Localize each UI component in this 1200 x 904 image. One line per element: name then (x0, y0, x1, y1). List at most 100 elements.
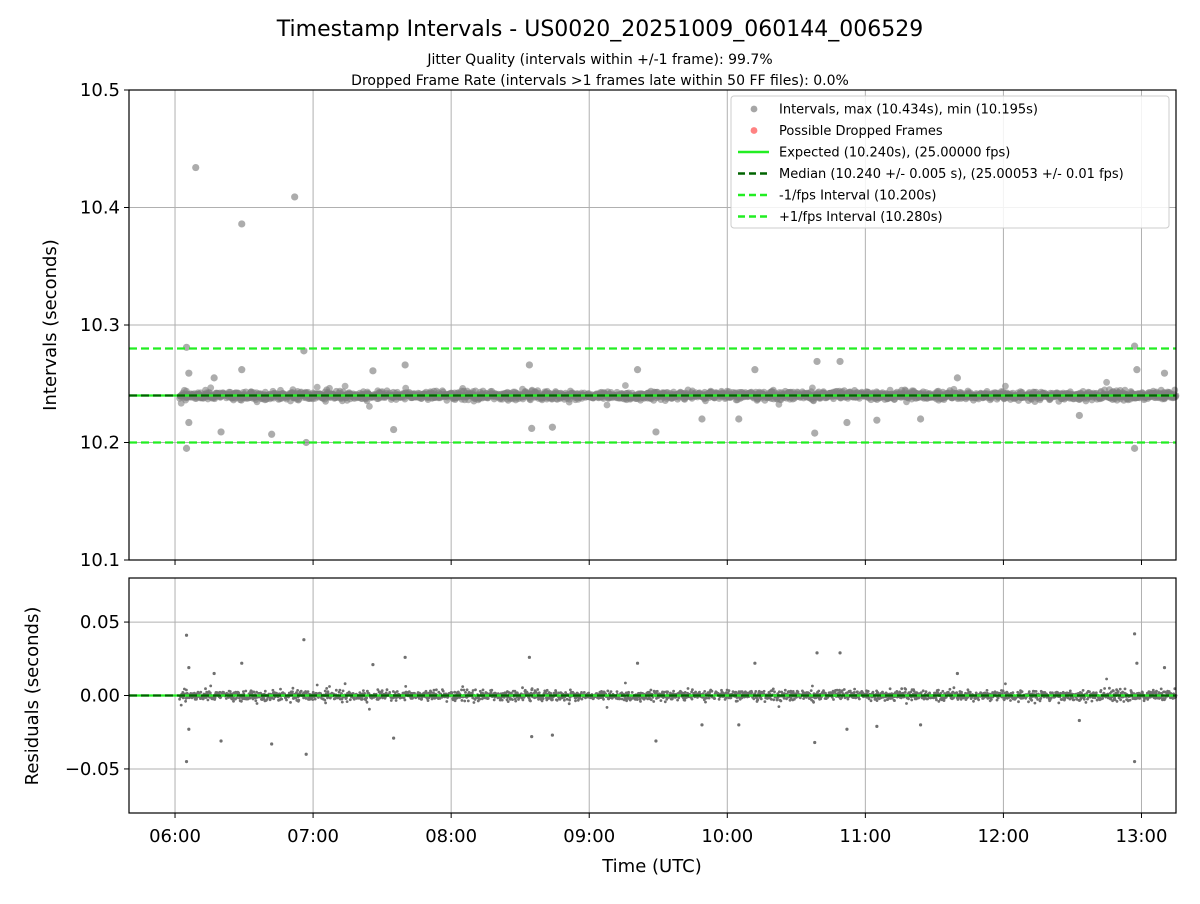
residual-point (972, 700, 975, 703)
residual-point (229, 690, 232, 693)
residual-point (687, 687, 690, 690)
residual-point (568, 702, 571, 705)
residual-point (178, 698, 181, 701)
residual-point (1119, 688, 1122, 691)
residual-point (986, 689, 989, 692)
residual-point (1027, 700, 1030, 703)
residual-point (307, 690, 310, 693)
residual-point (836, 689, 839, 692)
y-tick-label: 10.4 (80, 198, 120, 219)
residual-point (990, 698, 993, 701)
residual-point (464, 691, 467, 694)
residual-point (666, 690, 669, 693)
residual-point (1001, 692, 1004, 695)
residual-point (538, 691, 541, 694)
interval-point (809, 385, 816, 392)
residual-point (1091, 700, 1094, 703)
residual-point (305, 697, 308, 700)
residual-point (900, 687, 903, 690)
residual-point (235, 697, 238, 700)
interval-outlier-point (526, 361, 533, 368)
residual-point (435, 688, 438, 691)
residual-point (1105, 678, 1108, 681)
interval-outlier-point (751, 366, 758, 373)
interval-outlier-point (836, 358, 843, 365)
chart-subtitle-dropped: Dropped Frame Rate (intervals >1 frames … (351, 73, 849, 89)
residual-point (910, 699, 913, 702)
residual-point (291, 690, 294, 693)
residual-point (1028, 690, 1031, 693)
residual-point (453, 691, 456, 694)
residual-point (427, 699, 430, 702)
interval-outlier-point (873, 417, 880, 424)
legend-marker-dot (751, 127, 758, 134)
interval-outlier-point (238, 220, 245, 227)
residual-point (708, 697, 711, 700)
residual-point (1088, 690, 1091, 693)
residual-point (763, 690, 766, 693)
legend-label: -1/fps Interval (10.200s) (779, 189, 936, 204)
residual-point (760, 698, 763, 701)
residual-point (904, 688, 907, 691)
residual-point (736, 700, 739, 703)
residual-point (256, 702, 259, 705)
residual-point (514, 700, 517, 703)
residual-point (610, 690, 613, 693)
residual-point (413, 692, 416, 695)
residual-point (764, 700, 767, 703)
residual-point (289, 701, 292, 704)
legend-entry: Possible Dropped Frames (751, 124, 943, 139)
residual-point (362, 689, 365, 692)
residual-point (349, 698, 352, 701)
residual-point (381, 689, 384, 692)
residual-point (770, 698, 773, 701)
residual-point (977, 698, 980, 701)
residual-point (953, 686, 956, 689)
residual-point (1112, 690, 1115, 693)
residual-point (1124, 688, 1127, 691)
residual-point (1036, 698, 1039, 701)
residual-point (1034, 702, 1037, 705)
residual-point (1122, 700, 1125, 703)
residual-point (817, 690, 820, 693)
residual-point (754, 690, 757, 693)
residual-point (297, 699, 300, 702)
residual-point (386, 688, 389, 691)
interval-outlier-point (217, 428, 224, 435)
residual-point (207, 699, 210, 702)
residuals-points (178, 632, 1177, 763)
residual-point (314, 698, 317, 701)
residual-point (574, 699, 577, 702)
residual-point (625, 699, 628, 702)
interval-outlier-point (1131, 445, 1138, 452)
residual-point (694, 691, 697, 694)
interval-outlier-point (238, 366, 245, 373)
residual-point (750, 691, 753, 694)
residual-point (832, 698, 835, 701)
residual-point (843, 688, 846, 691)
residual-point (872, 691, 875, 694)
residual-point (490, 691, 493, 694)
interval-point (622, 382, 629, 389)
residual-point (639, 700, 642, 703)
residual-point (812, 701, 815, 704)
residual-point (473, 701, 476, 704)
intervals-panel: 10.110.210.310.410.5 Intervals (seconds)… (40, 80, 1179, 571)
legend-label: Median (10.240 +/- 0.005 s), (25.00053 +… (779, 167, 1124, 182)
residual-point (346, 700, 349, 703)
residual-point (810, 689, 813, 692)
residual-point (1002, 689, 1005, 692)
residual-point (185, 689, 188, 692)
residual-point (209, 685, 212, 688)
residual-point (986, 692, 989, 695)
residual-point (876, 699, 879, 702)
residual-point (482, 689, 485, 692)
residual-point (395, 699, 398, 702)
residual-point (1017, 700, 1020, 703)
residual-point (624, 682, 627, 685)
residual-point (445, 700, 448, 703)
legend-entry: Intervals, max (10.434s), min (10.195s) (751, 103, 1038, 118)
legend-label: Possible Dropped Frames (779, 124, 943, 139)
residual-point (884, 699, 887, 702)
residual-point (778, 705, 781, 708)
